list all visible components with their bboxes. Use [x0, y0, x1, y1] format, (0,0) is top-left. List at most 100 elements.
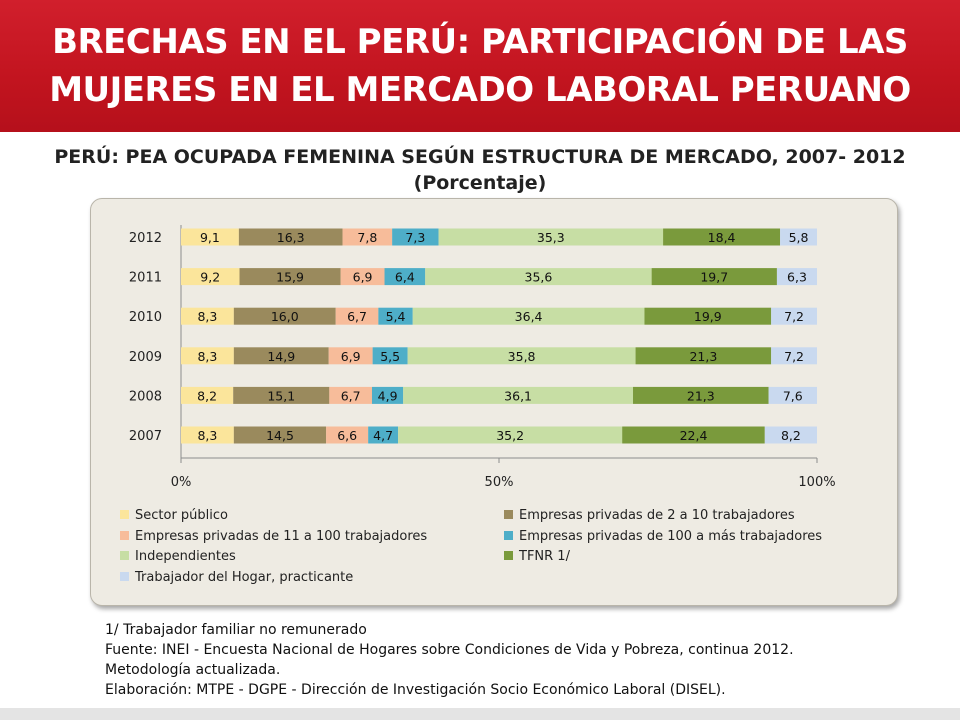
- bar-empresas-privadas-de-100-a-mas-trabajadores-2011: [384, 268, 426, 286]
- bar-sector-publico-2012: [181, 228, 239, 246]
- legend-label: Trabajador del Hogar, practicante: [135, 569, 354, 585]
- chart-subtitle: (Porcentaje): [413, 172, 547, 194]
- bar-tfnr-1-2012: [663, 228, 781, 246]
- data-label-sector-publico-2008: 8,2: [197, 388, 217, 403]
- bar-tfnr-1-2011: [651, 268, 777, 286]
- data-label-empresas-privadas-de-11-a-100-trabajadores-2012: 7,8: [357, 230, 377, 245]
- bar-sector-publico-2008: [181, 386, 234, 404]
- bar-independientes-2008: [403, 386, 634, 404]
- bar-empresas-privadas-de-11-a-100-trabajadores-2007: [326, 426, 369, 444]
- data-label-independientes-2011: 35,6: [525, 270, 553, 285]
- data-label-empresas-privadas-de-11-a-100-trabajadores-2007: 6,6: [337, 428, 357, 443]
- data-label-tfnr-1-2007: 22,4: [680, 428, 708, 443]
- data-label-trabajador-del-hogar-practicante-2008: 7,6: [783, 388, 803, 403]
- y-tick-label-2007: 2007: [129, 429, 162, 444]
- data-label-empresas-privadas-de-100-a-mas-trabajadores-2009: 5,5: [380, 349, 400, 364]
- data-label-trabajador-del-hogar-practicante-2012: 5,8: [789, 230, 809, 245]
- data-label-trabajador-del-hogar-practicante-2009: 7,2: [784, 349, 804, 364]
- legend-swatch: [120, 510, 129, 519]
- bar-empresas-privadas-de-11-a-100-trabajadores-2009: [328, 347, 373, 365]
- data-label-trabajador-del-hogar-practicante-2010: 7,2: [784, 309, 804, 324]
- data-label-empresas-privadas-de-2-a-10-trabajadores-2012: 16,3: [277, 230, 305, 245]
- data-label-independientes-2012: 35,3: [537, 230, 565, 245]
- bar-trabajador-del-hogar-practicante-2010: [771, 307, 817, 325]
- bar-empresas-privadas-de-100-a-mas-trabajadores-2010: [378, 307, 413, 325]
- data-label-empresas-privadas-de-2-a-10-trabajadores-2007: 14,5: [266, 428, 294, 443]
- footnote-methodology: Metodología actualizada.: [105, 662, 281, 678]
- data-label-trabajador-del-hogar-practicante-2011: 6,3: [787, 270, 807, 285]
- bar-independientes-2009: [407, 347, 636, 365]
- data-label-empresas-privadas-de-100-a-mas-trabajadores-2007: 4,7: [373, 428, 393, 443]
- data-label-tfnr-1-2012: 18,4: [708, 230, 736, 245]
- legend-entry-trabajador-del-hogar-practicante: Trabajador del Hogar, practicante: [120, 568, 353, 588]
- x-tick-label: 0%: [171, 475, 192, 490]
- x-tick-label: 50%: [485, 475, 514, 490]
- bar-tfnr-1-2007: [622, 426, 765, 444]
- data-label-empresas-privadas-de-11-a-100-trabajadores-2009: 6,9: [341, 349, 361, 364]
- data-label-trabajador-del-hogar-practicante-2007: 8,2: [781, 428, 801, 443]
- legend-label: Empresas privadas de 11 a 100 trabajador…: [135, 528, 428, 544]
- bar-empresas-privadas-de-100-a-mas-trabajadores-2007: [368, 426, 399, 444]
- data-label-sector-publico-2009: 8,3: [197, 349, 217, 364]
- data-label-empresas-privadas-de-100-a-mas-trabajadores-2010: 5,4: [386, 309, 406, 324]
- bar-empresas-privadas-de-2-a-10-trabajadores-2012: [238, 228, 343, 246]
- data-label-independientes-2007: 35,2: [496, 428, 524, 443]
- chart-title: PERÚ: PEA OCUPADA FEMENINA SEGÚN ESTRUCT…: [54, 146, 906, 168]
- bar-empresas-privadas-de-11-a-100-trabajadores-2011: [340, 268, 385, 286]
- data-label-empresas-privadas-de-100-a-mas-trabajadores-2011: 6,4: [395, 270, 415, 285]
- legend-entry-empresas-privadas-de-11-a-100-trabajadores: Empresas privadas de 11 a 100 trabajador…: [120, 527, 427, 547]
- bar-tfnr-1-2010: [644, 307, 772, 325]
- legend-label: Sector público: [135, 508, 228, 523]
- y-tick-label-2012: 2012: [129, 231, 162, 246]
- data-label-independientes-2010: 36,4: [515, 309, 543, 324]
- data-label-tfnr-1-2009: 21,3: [689, 349, 717, 364]
- legend-swatch: [120, 551, 129, 560]
- legend-entry-tfnr-1: TFNR 1/: [504, 547, 570, 567]
- legend-swatch: [120, 571, 129, 581]
- y-tick-label-2008: 2008: [129, 389, 162, 404]
- footnotes: 1/ Trabajador familiar no remunerado Fue…: [105, 620, 945, 700]
- chart-legend: Sector público Empresas privadas de 2 a 1…: [120, 506, 880, 590]
- data-label-tfnr-1-2010: 19,9: [694, 309, 722, 324]
- data-label-sector-publico-2007: 8,3: [197, 428, 217, 443]
- bar-trabajador-del-hogar-practicante-2008: [768, 386, 817, 404]
- bar-independientes-2007: [398, 426, 623, 444]
- y-tick-label-2011: 2011: [129, 271, 162, 286]
- data-label-tfnr-1-2011: 19,7: [700, 270, 728, 285]
- slide-title: BRECHAS EN EL PERÚ: PARTICIPACIÓN DE LAS…: [49, 22, 911, 110]
- bar-empresas-privadas-de-100-a-mas-trabajadores-2009: [372, 347, 408, 365]
- data-label-empresas-privadas-de-2-a-10-trabajadores-2009: 14,9: [267, 349, 295, 364]
- legend-label: TFNR 1/: [519, 549, 570, 564]
- bar-trabajador-del-hogar-practicante-2011: [776, 268, 817, 286]
- footnote-source: Fuente: INEI - Encuesta Nacional de Hoga…: [105, 642, 794, 658]
- bar-sector-publico-2010: [181, 307, 234, 325]
- bar-trabajador-del-hogar-practicante-2007: [764, 426, 817, 444]
- data-label-tfnr-1-2008: 21,3: [687, 388, 715, 403]
- data-label-empresas-privadas-de-2-a-10-trabajadores-2010: 16,0: [271, 309, 299, 324]
- footnote-tfnr: 1/ Trabajador familiar no remunerado: [105, 622, 367, 638]
- bar-sector-publico-2009: [181, 347, 234, 365]
- data-label-sector-publico-2011: 9,2: [200, 270, 220, 285]
- data-label-empresas-privadas-de-100-a-mas-trabajadores-2012: 7,3: [405, 230, 425, 245]
- legend-entry-empresas-privadas-de-2-a-10-trabajadores: Empresas privadas de 2 a 10 trabajadores: [504, 506, 795, 526]
- bar-empresas-privadas-de-100-a-mas-trabajadores-2008: [371, 386, 404, 404]
- legend-label: Independientes: [135, 549, 236, 564]
- legend-label: Empresas privadas de 100 a más trabajado…: [519, 528, 823, 544]
- bar-empresas-privadas-de-100-a-mas-trabajadores-2012: [392, 228, 439, 246]
- y-tick-label-2010: 2010: [129, 310, 162, 325]
- x-tick-label: 100%: [798, 475, 835, 490]
- data-label-sector-publico-2012: 9,1: [200, 230, 220, 245]
- data-label-empresas-privadas-de-2-a-10-trabajadores-2008: 15,1: [267, 388, 295, 403]
- bar-tfnr-1-2008: [633, 386, 769, 404]
- bar-tfnr-1-2009: [635, 347, 772, 365]
- bottom-strip: [0, 708, 960, 720]
- legend-entry-empresas-privadas-de-100-a-mas-trabajadores: Empresas privadas de 100 a más trabajado…: [504, 527, 822, 547]
- data-label-empresas-privadas-de-100-a-mas-trabajadores-2008: 4,9: [378, 388, 398, 403]
- bar-empresas-privadas-de-2-a-10-trabajadores-2008: [233, 386, 330, 404]
- data-label-empresas-privadas-de-2-a-10-trabajadores-2011: 15,9: [276, 270, 304, 285]
- data-label-independientes-2008: 36,1: [504, 388, 532, 403]
- data-label-independientes-2009: 35,8: [508, 349, 536, 364]
- legend-label: Empresas privadas de 2 a 10 trabajadores: [519, 508, 795, 523]
- bar-independientes-2012: [438, 228, 664, 246]
- bar-empresas-privadas-de-11-a-100-trabajadores-2012: [342, 228, 393, 246]
